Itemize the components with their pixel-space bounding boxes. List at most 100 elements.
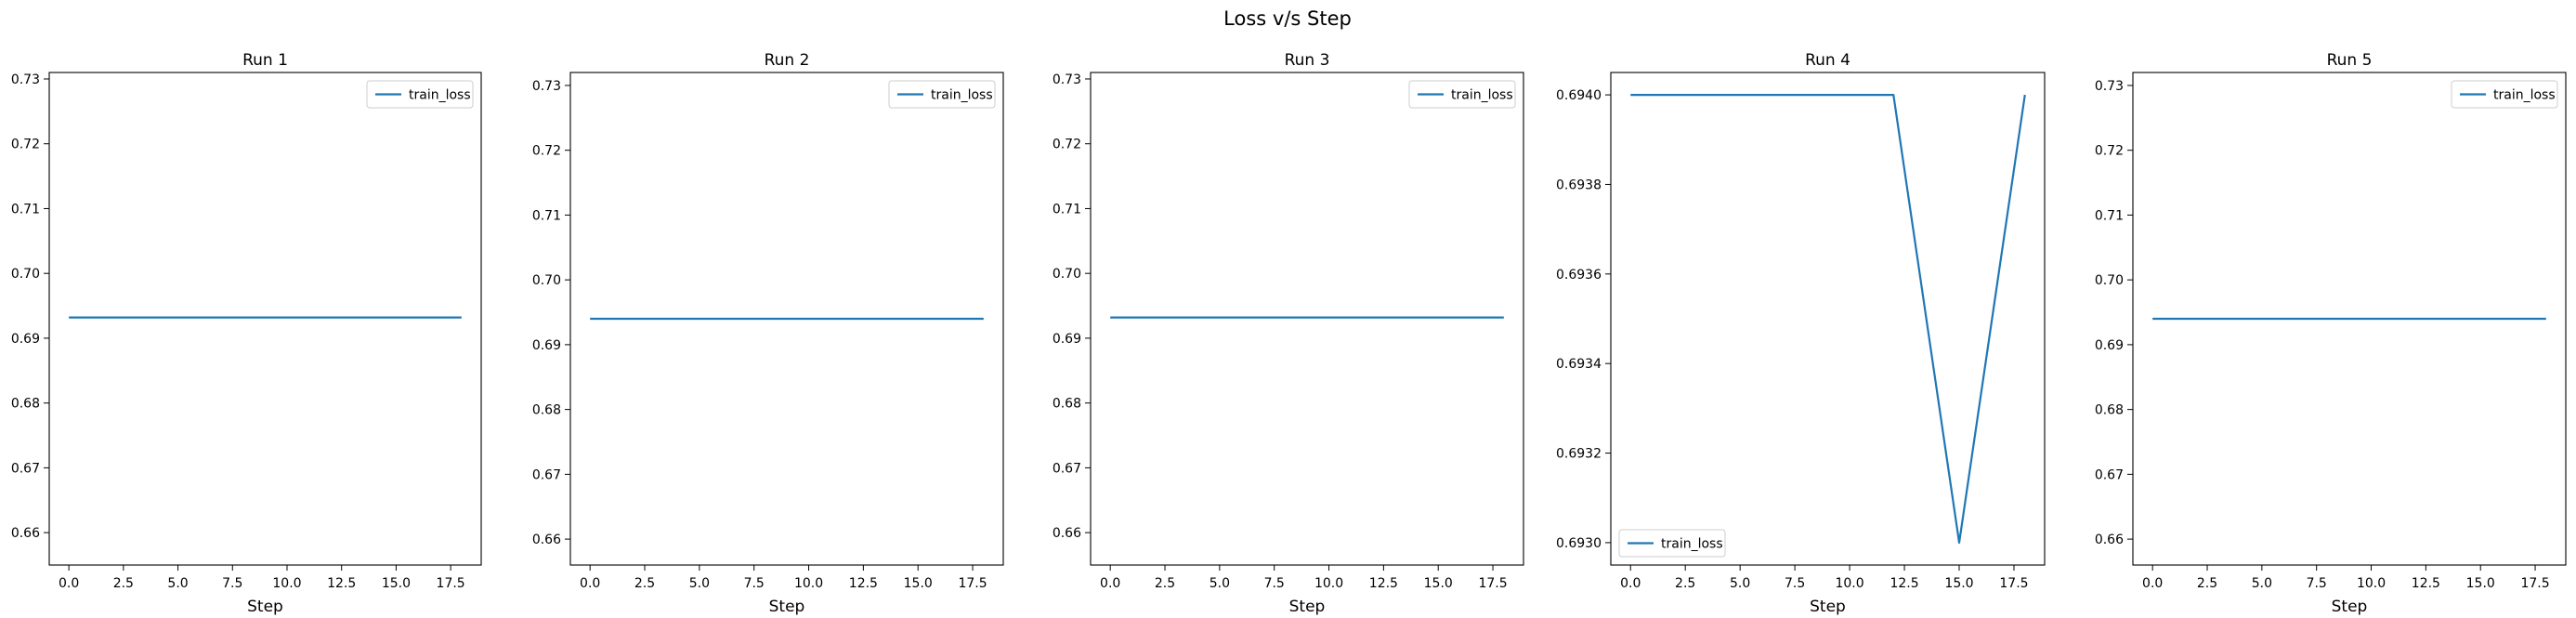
legend: train_loss [1408, 80, 1516, 109]
legend-label: train_loss [1451, 88, 1513, 103]
axes-frame [1090, 72, 1524, 566]
y-tick-label: 0.6932 [1556, 447, 1602, 462]
x-tick-label: 12.5 [327, 576, 356, 591]
x-tick-label: 2.5 [2197, 576, 2217, 591]
y-tick-label: 0.72 [532, 144, 561, 159]
y-tick-label: 0.68 [1053, 397, 1081, 412]
legend: train_loss [2451, 80, 2558, 109]
y-tick-label: 0.71 [11, 202, 40, 217]
x-tick-label: 17.5 [958, 576, 987, 591]
x-tick-label: 12.5 [1890, 576, 1918, 591]
y-tick-label: 0.66 [1053, 526, 1081, 541]
x-tick-label: 0.0 [59, 576, 79, 591]
y-tick-label: 0.71 [1053, 202, 1081, 217]
axes-frame [569, 72, 1004, 566]
y-tick-label: 0.67 [1053, 461, 1081, 476]
legend-label: train_loss [1661, 537, 1723, 552]
y-tick-label: 0.6936 [1556, 268, 1602, 283]
y-tick-label: 0.68 [11, 397, 40, 412]
y-tick-label: 0.68 [2095, 403, 2124, 418]
figure-title: Loss v/s Step [1223, 7, 1352, 30]
y-tick-label: 0.73 [2095, 79, 2124, 94]
chart-panel-2: Run 2 0.0 2.5 5.0 7.5 10.0 12.5 15.0 17.5 0.66 0.6… [532, 51, 1004, 616]
x-tick-label: 2.5 [634, 576, 655, 591]
x-tick-label: 7.5 [1785, 576, 1805, 591]
axes-frame [1610, 72, 2046, 566]
x-tick-label: 10.0 [272, 576, 301, 591]
x-tick-label: 15.0 [2466, 576, 2495, 591]
plot-area [1091, 72, 1523, 565]
x-tick-label: 5.0 [2252, 576, 2272, 591]
y-tick-label: 0.69 [2095, 338, 2124, 353]
legend-box [1618, 529, 1726, 558]
x-tick-label: 10.0 [2357, 576, 2386, 591]
chart-title: Run 3 [1285, 51, 1330, 70]
x-tick-label: 0.0 [580, 576, 600, 591]
chart-panel-3: Run 3 0.0 2.5 5.0 7.5 10.0 12.5 15.0 17.5 0.66 0.6… [1053, 51, 1524, 616]
x-tick-label: 12.5 [2412, 576, 2440, 591]
x-axis-label: Step [2332, 598, 2368, 616]
x-axis-label: Step [1810, 598, 1846, 616]
x-tick-label: 2.5 [1155, 576, 1175, 591]
y-tick-label: 0.72 [1053, 138, 1081, 152]
chart-panel-4: Run 4 0.0 2.5 5.0 7.5 10.0 12.5 15.0 17.5 0.6930 0… [1556, 51, 2046, 616]
y-tick-label: 0.67 [2095, 467, 2124, 482]
x-tick-label: 12.5 [1369, 576, 1398, 591]
plot-area [49, 72, 481, 565]
y-tick-label: 0.6930 [1556, 536, 1602, 551]
axes-frame [2132, 72, 2567, 566]
chart-panel-5: Run 5 0.0 2.5 5.0 7.5 10.0 12.5 15.0 17.5 0.66 0.6… [2095, 51, 2567, 616]
chart-title: Run 1 [242, 51, 288, 70]
x-axis-label: Step [1289, 598, 1326, 616]
plot-area [1611, 72, 2045, 565]
x-tick-label: 17.5 [1999, 576, 2028, 591]
x-tick-label: 5.0 [167, 576, 188, 591]
y-tick-label: 0.68 [532, 403, 561, 418]
x-tick-label: 15.0 [382, 576, 411, 591]
x-tick-label: 10.0 [1314, 576, 1343, 591]
x-tick-label: 7.5 [744, 576, 765, 591]
chart-title: Run 4 [1805, 51, 1850, 70]
y-tick-label: 0.66 [11, 526, 40, 541]
legend-label: train_loss [409, 88, 471, 103]
legend-box [888, 80, 996, 109]
x-axis-label: Step [769, 598, 805, 616]
y-tick-label: 0.72 [11, 138, 40, 152]
y-tick-label: 0.70 [11, 267, 40, 282]
x-tick-label: 15.0 [904, 576, 933, 591]
x-tick-label: 5.0 [1210, 576, 1230, 591]
x-tick-label: 5.0 [689, 576, 710, 591]
y-tick-label: 0.70 [1053, 267, 1081, 282]
x-tick-label: 17.5 [2520, 576, 2549, 591]
x-tick-label: 10.0 [1835, 576, 1863, 591]
x-tick-label: 12.5 [849, 576, 878, 591]
legend-label: train_loss [931, 88, 993, 103]
x-tick-label: 10.0 [794, 576, 823, 591]
x-tick-label: 2.5 [1675, 576, 1695, 591]
y-tick-label: 0.66 [2095, 533, 2124, 547]
y-tick-label: 0.67 [11, 461, 40, 476]
y-tick-label: 0.6938 [1556, 178, 1602, 192]
y-tick-label: 0.71 [2095, 208, 2124, 223]
legend: train_loss [888, 80, 996, 109]
axes-frame [48, 72, 482, 566]
x-tick-label: 5.0 [1730, 576, 1750, 591]
y-tick-label: 0.70 [2095, 273, 2124, 288]
y-tick-label: 0.69 [11, 332, 40, 347]
x-tick-label: 17.5 [1478, 576, 1507, 591]
legend: train_loss [366, 80, 474, 109]
y-tick-label: 0.72 [2095, 144, 2124, 159]
y-tick-label: 0.73 [11, 72, 40, 87]
legend-box [366, 80, 474, 109]
y-tick-label: 0.69 [1053, 332, 1081, 347]
x-tick-label: 15.0 [1944, 576, 1973, 591]
x-tick-label: 17.5 [437, 576, 465, 591]
y-tick-label: 0.67 [532, 467, 561, 482]
chart-panel-1: Run 1 0.0 2.5 5.0 7.5 10.0 12.5 15.0 17.5 0.66 0.6… [11, 51, 482, 616]
y-tick-label: 0.73 [1053, 72, 1081, 87]
legend-box [1408, 80, 1516, 109]
series-line-train-loss [1630, 93, 2026, 545]
x-tick-label: 7.5 [2307, 576, 2327, 591]
x-tick-label: 0.0 [2142, 576, 2163, 591]
legend-label: train_loss [2493, 88, 2556, 103]
